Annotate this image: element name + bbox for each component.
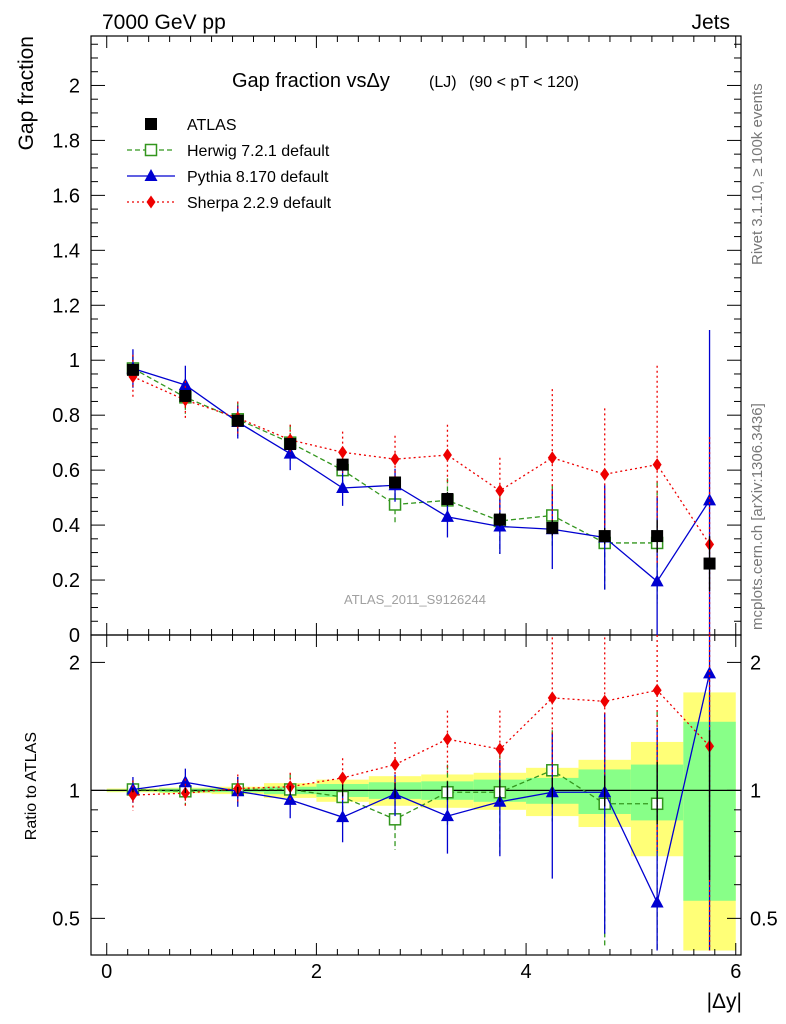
data-point: [600, 467, 610, 481]
title-lj: (LJ): [429, 74, 457, 91]
data-point: [440, 509, 454, 522]
analysis-watermark: ATLAS_2011_S9126244: [344, 592, 486, 607]
series-herwig: [126, 356, 664, 951]
y-tick-label: 0.6: [52, 460, 80, 482]
ratio-point: [180, 786, 190, 800]
ratio-y-tick-label: 0.5: [52, 908, 80, 930]
data-point: [546, 521, 559, 534]
data-point: [231, 414, 244, 427]
data-point: [336, 458, 349, 471]
series-sherpa: [128, 354, 715, 951]
legend-label: Pythia 8.170 default: [187, 169, 329, 186]
y-tick-label: 1.4: [52, 240, 80, 262]
series-line: [132, 367, 658, 544]
data-point: [598, 530, 611, 543]
legend-entry: Herwig 7.2.1 default: [127, 143, 330, 160]
data-point: [703, 493, 717, 506]
ratio-point: [495, 742, 505, 756]
ratio-y-tick-label-right: 1: [750, 780, 761, 802]
ratio-point: [440, 809, 454, 822]
series-line: [132, 367, 711, 583]
ratio-y-tick-label: 2: [69, 652, 80, 674]
rivet-label: Rivet 3.1.10, ≥ 100k events: [749, 83, 766, 265]
ratio-panel-border: [90, 634, 742, 956]
ratio-point: [390, 758, 400, 772]
title-range: (90 < pT < 120): [469, 74, 579, 91]
ratio-point: [650, 895, 664, 908]
y-tick-label: 0: [69, 625, 80, 647]
ratio-point: [128, 788, 138, 802]
legend-entry: ATLAS: [145, 117, 237, 134]
y-tick-label: 0.4: [52, 515, 80, 537]
y-axis-label-ratio: Ratio to ATLAS: [23, 732, 40, 840]
ratio-point: [652, 683, 662, 697]
x-tick-label: 4: [521, 961, 532, 983]
x-tick-label: 2: [311, 961, 322, 983]
ratio-point: [178, 775, 192, 788]
y-tick-label: 1: [69, 350, 80, 372]
data-point: [283, 446, 297, 459]
legend-label: ATLAS: [187, 117, 237, 134]
data-point: [547, 451, 557, 465]
legend: ATLAS Herwig 7.2.1 default Pythia 8.170 de…: [127, 117, 332, 212]
data-series: [126, 330, 717, 951]
y-tick-label: 0.8: [52, 405, 80, 427]
chart-title: Gap fraction vsΔy (LJ) (90 < pT < 120): [232, 70, 579, 92]
x-axis-label: |Δy|: [707, 990, 742, 1013]
ratio-y-tick-label-right: 0.5: [750, 908, 778, 930]
legend-marker: [144, 143, 158, 157]
data-point: [651, 530, 664, 543]
x-tick-label: 0: [101, 961, 112, 983]
ratio-point: [703, 666, 717, 679]
ratio-y-tick-label-right: 2: [750, 652, 761, 674]
data-point: [284, 438, 297, 451]
data-point: [442, 448, 452, 462]
legend-entry: Sherpa 2.2.9 default: [127, 195, 332, 212]
ratio-point: [338, 771, 348, 785]
y-tick-label: 1.8: [52, 130, 80, 152]
legend-marker: [145, 118, 157, 130]
ratio-point: [126, 782, 140, 795]
header-left: 7000 GeV pp: [102, 11, 226, 34]
legend-label: Herwig 7.2.1 default: [187, 143, 330, 160]
data-point: [703, 557, 716, 570]
ratio-point: [442, 732, 452, 746]
legend-marker: [146, 195, 156, 209]
mcplots-label: mcplots.cern.ch [arXiv:1306.3436]: [749, 403, 766, 630]
data-point: [650, 574, 664, 587]
x-tick-label: 6: [730, 961, 741, 983]
ratio-point: [547, 691, 557, 705]
data-point: [179, 389, 192, 402]
axes-frame: 0 2 4 6 0 0.2 0.4 0.6 0.8 1 1.2 1.4 1.6 1.8 2 0.5 0.5 1 1 2…: [52, 35, 778, 983]
legend-entry: Pythia 8.170 default: [127, 169, 329, 186]
series-atlas: [126, 363, 716, 881]
y-tick-label: 1.6: [52, 185, 80, 207]
data-point: [336, 480, 350, 493]
data-point: [495, 484, 505, 498]
series-line: [132, 376, 711, 545]
title-main: Gap fraction vsΔy: [232, 70, 390, 92]
header-right: Jets: [691, 11, 730, 34]
y-tick-label: 1.2: [52, 295, 80, 317]
y-tick-label: 0.2: [52, 570, 80, 592]
y-tick-label: 2: [69, 75, 80, 97]
legend-marker: [144, 169, 158, 181]
ratio-line: [132, 689, 711, 796]
data-point: [390, 452, 400, 466]
data-point: [178, 377, 192, 390]
legend-label: Sherpa 2.2.9 default: [187, 195, 332, 212]
ratio-point: [336, 810, 350, 823]
uncertainty-bands: [106, 692, 736, 951]
data-point: [652, 458, 662, 472]
ratio-point: [600, 694, 610, 708]
y-axis-label-main: Gap fraction: [15, 36, 38, 150]
data-point: [389, 476, 402, 489]
data-point: [338, 445, 348, 459]
data-point: [493, 513, 506, 526]
ratio-y-tick-label: 1: [69, 780, 80, 802]
data-point: [441, 492, 454, 505]
data-point: [126, 363, 139, 376]
